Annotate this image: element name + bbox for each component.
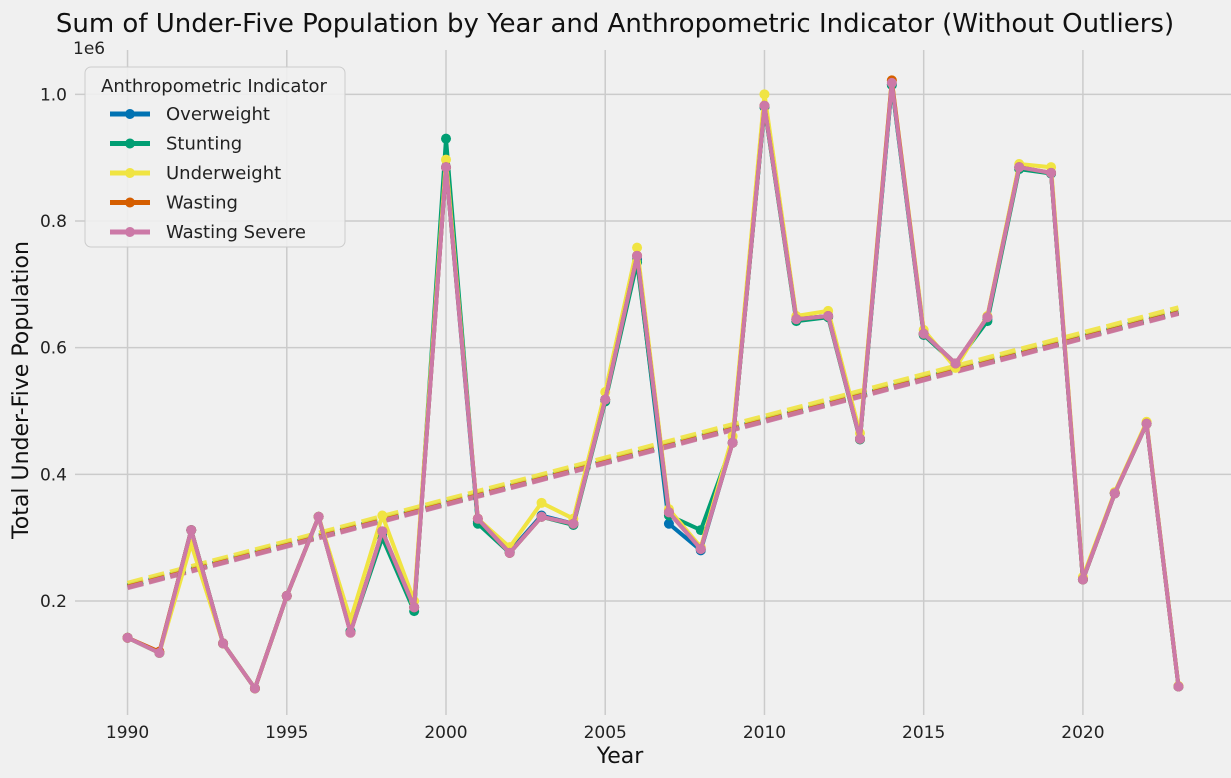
data-point (695, 544, 706, 555)
data-point (441, 162, 452, 173)
data-point (727, 437, 738, 448)
x-tick-label: 2005 (584, 723, 627, 743)
data-point (1077, 574, 1088, 585)
x-tick-label: 1990 (106, 723, 149, 743)
series-lines (122, 75, 1184, 694)
y-scale-label: 1e6 (73, 39, 105, 59)
data-point (632, 250, 643, 261)
data-point (377, 510, 388, 521)
axis-ticks: 0.2 0.4 0.6 0.8 1.0 1990 1995 2000 2005 2010 2015 2… (40, 85, 1105, 743)
legend-swatch-marker (125, 109, 135, 119)
x-tick-label: 2010 (743, 723, 786, 743)
data-point (1141, 418, 1152, 429)
legend-label: Stunting (166, 134, 242, 155)
data-point (663, 518, 674, 529)
y-axis-label: Total Under-Five Population (9, 241, 34, 540)
data-point (823, 311, 834, 321)
data-point (600, 394, 611, 405)
data-point (663, 507, 674, 518)
data-point (791, 314, 802, 325)
x-axis-label: Year (596, 744, 645, 769)
data-point (313, 511, 324, 522)
legend-title: Anthropometric Indicator (101, 76, 327, 97)
data-point (1046, 167, 1057, 178)
y-tick-label: 0.8 (40, 212, 67, 232)
series-group (122, 77, 1184, 694)
data-point (472, 513, 483, 524)
data-point (122, 632, 133, 643)
legend-swatch-marker (125, 227, 135, 237)
legend-label: Wasting Severe (166, 222, 306, 243)
y-tick-label: 1.0 (40, 85, 67, 105)
data-point (1014, 162, 1025, 173)
data-point (536, 511, 547, 522)
data-point (441, 154, 452, 165)
data-point (950, 358, 961, 369)
legend-label: Underweight (166, 163, 281, 184)
data-point (377, 526, 388, 537)
data-point (186, 525, 197, 536)
chart-title: Sum of Under-Five Population by Year and… (56, 9, 1174, 39)
data-point (568, 518, 579, 529)
x-tick-label: 2000 (424, 723, 467, 743)
legend: Anthropometric Indicator Overweight Stunt… (84, 66, 346, 248)
y-tick-label: 0.6 (40, 339, 67, 359)
data-point (886, 77, 897, 88)
trend-line (126, 311, 1180, 591)
data-point (632, 242, 643, 253)
data-point (441, 133, 452, 144)
data-point (504, 547, 515, 558)
data-point (759, 100, 770, 111)
y-tick-label: 0.4 (40, 465, 67, 485)
legend-swatch-marker (125, 168, 135, 178)
y-tick-label: 0.2 (40, 592, 67, 612)
legend-items: Overweight Stunting Underweight Wasting Wast… (110, 104, 306, 243)
trend-line (126, 305, 1180, 586)
data-point (345, 627, 356, 638)
trend-lines (126, 305, 1180, 591)
data-point (1173, 681, 1184, 692)
x-tick-label: 2020 (1061, 723, 1104, 743)
data-point (218, 638, 229, 649)
data-point (154, 647, 165, 658)
data-point (281, 590, 292, 601)
legend-swatch-marker (125, 197, 135, 208)
x-tick-label: 1995 (265, 723, 308, 743)
data-point (536, 497, 547, 508)
data-point (982, 312, 993, 323)
data-point (854, 433, 865, 444)
data-point (409, 602, 420, 613)
legend-label: Wasting (166, 193, 238, 214)
x-tick-label: 2015 (902, 723, 945, 743)
data-point (1109, 488, 1120, 499)
data-point (918, 328, 929, 339)
data-point (759, 89, 770, 100)
legend-label: Overweight (166, 104, 270, 125)
series-line (126, 80, 1181, 691)
legend-swatch-marker (125, 138, 135, 149)
data-point (249, 683, 260, 694)
